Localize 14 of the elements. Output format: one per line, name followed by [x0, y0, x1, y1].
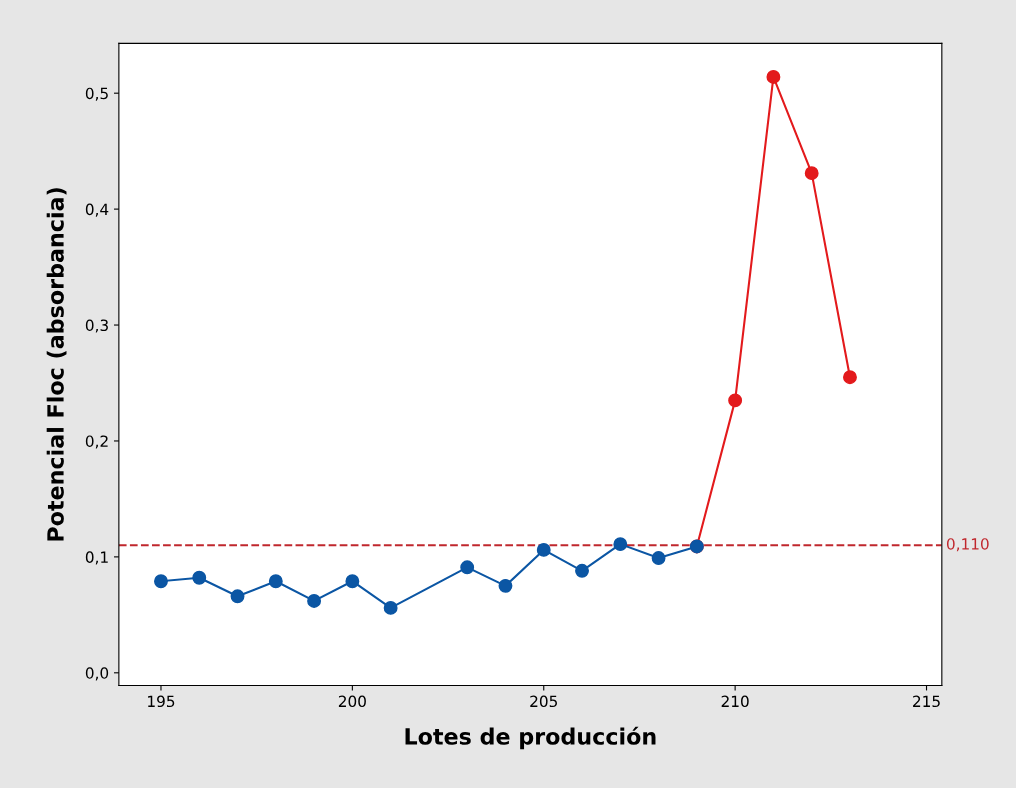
y-tick-label: 0,0	[85, 667, 109, 681]
y-tick-label: 0,1	[85, 551, 108, 565]
y-tick-label: 0,5	[85, 87, 108, 101]
y-tick-label: 0,4	[85, 203, 109, 217]
y-tick-label: 0,3	[85, 319, 108, 333]
x-tick-label: 205	[530, 695, 557, 708]
y-tick-label: 0,2	[85, 435, 108, 449]
y-axis-title: Potencial Floc (absorbancia)	[46, 188, 67, 541]
x-tick-label: 215	[913, 695, 940, 708]
x-tick-label: 195	[148, 695, 175, 708]
x-tick-label: 210	[721, 695, 749, 708]
x-axis-title: Lotes de producción	[405, 726, 656, 750]
x-tick-label: 200	[338, 695, 366, 708]
ref-line-label: 0,110	[946, 538, 989, 552]
